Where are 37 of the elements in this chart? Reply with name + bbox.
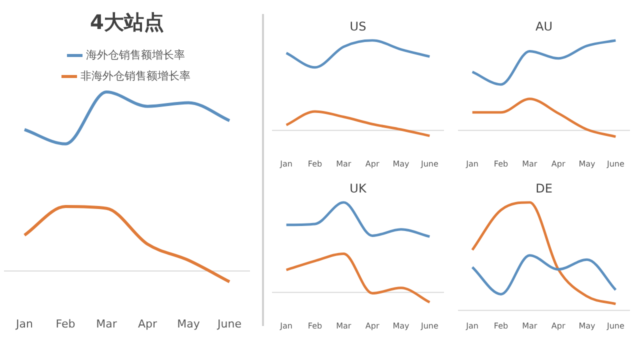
x-tick-label: May [392, 159, 410, 168]
chart-title: UK [350, 181, 368, 196]
x-tick-label: June [606, 159, 624, 168]
x-tick-label: Apr [365, 321, 380, 330]
x-tick-label: Apr [365, 159, 380, 168]
x-tick-label: Mar [522, 321, 538, 330]
x-tick-label: May [578, 159, 596, 168]
x-tick-label: Feb [494, 159, 508, 168]
x-tick-label: Jan [279, 321, 293, 330]
x-tick-label: Mar [336, 321, 352, 330]
x-tick-label: Feb [308, 159, 322, 168]
x-tick-label: Jan [279, 159, 293, 168]
x-tick-label: Feb [494, 321, 508, 330]
x-tick-label: Mar [96, 317, 118, 330]
x-tick-label: Jan [465, 321, 479, 330]
x-tick-label: June [420, 159, 438, 168]
x-tick-label: June [420, 321, 438, 330]
x-tick-label: Apr [138, 317, 158, 330]
x-tick-label: Jan [465, 159, 479, 168]
chart-title: US [350, 19, 366, 34]
x-tick-label: Mar [336, 159, 352, 168]
x-tick-label: Feb [56, 317, 76, 330]
chart-title: AU [536, 19, 552, 34]
x-tick-label: May [392, 321, 410, 330]
x-tick-label: Apr [551, 159, 566, 168]
chart-title: DE [536, 181, 552, 196]
legend-label: 海外仓销售额增长率 [86, 48, 185, 62]
x-tick-label: Apr [551, 321, 566, 330]
x-tick-label: May [578, 321, 596, 330]
x-tick-label: Jan [15, 317, 33, 330]
legend-label: 非海外仓销售额增长率 [80, 69, 190, 82]
x-tick-label: June [606, 321, 624, 330]
x-tick-label: June [216, 317, 242, 330]
x-tick-label: May [177, 317, 200, 330]
x-tick-label: Mar [522, 159, 538, 168]
x-tick-label: Feb [308, 321, 322, 330]
chart-title: 4大站点 [90, 10, 164, 34]
